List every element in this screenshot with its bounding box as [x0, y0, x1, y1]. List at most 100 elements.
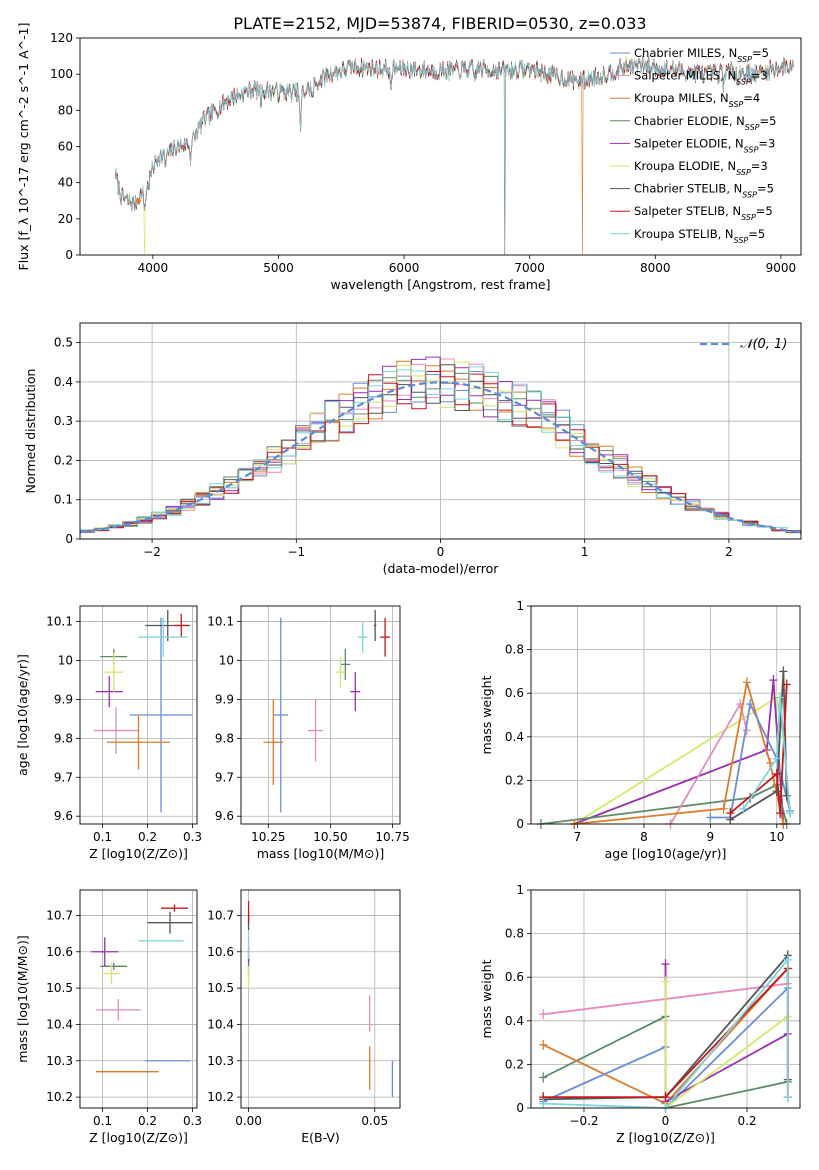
y-tick-label: 10.5 — [46, 981, 73, 995]
mass-vs-Z-panel: 0.1 0.2 0.3 10.2 10.3 10.4 10.5 10.6 10.7 Z [log1… — [15, 889, 202, 1145]
y-tick-label: 10.7 — [46, 908, 73, 922]
y-tick-label: 10.4 — [46, 1017, 73, 1031]
y-axis-label: Normed distribution — [23, 369, 38, 494]
y-tick-label: 9.6 — [54, 809, 73, 823]
x-tick-label: −1 — [287, 545, 305, 559]
y-tick-label: 9.7 — [54, 770, 73, 784]
mass-vs-EBV-panel: 0.00 0.05 10.2 10.3 10.4 10.5 10.6 10.7 E(B-V) — [207, 889, 401, 1145]
legend-count: =3 — [751, 69, 768, 83]
x-axis-label: age [log10(age/yr)] — [605, 846, 727, 861]
y-tick-label: 10.5 — [207, 981, 234, 995]
legend-subscript: SSP — [742, 190, 757, 199]
y-axis-label: mass weight — [479, 959, 494, 1038]
y-tick-label: 10.7 — [207, 908, 234, 922]
axes-frame — [530, 605, 801, 825]
y-tick-label: 100 — [50, 67, 73, 81]
mass-weight-vs-Z-panel: −0.2 0 0.2 0 0.2 0.4 0.6 0.8 1 Z [log10(Z/Z⊙)] mas… — [479, 883, 801, 1145]
x-tick-label: 9 — [707, 830, 715, 844]
legend-label-6: Chabrier STELIB, NSSP=5 — [634, 182, 774, 200]
y-tick-label: 9.6 — [215, 809, 234, 823]
y-tick-label: 9.9 — [54, 692, 73, 706]
y-axis-label: Flux [f_λ 10^-17 erg cm^-2 s^-1 A^-1] — [16, 23, 31, 271]
legend-subscript: SSP — [745, 122, 760, 131]
legend-label-7: Salpeter STELIB, NSSP=5 — [634, 204, 773, 222]
y-tick-label: 10.1 — [207, 615, 234, 629]
y-tick-label: 9.7 — [215, 770, 234, 784]
x-tick-label: 1 — [581, 545, 589, 559]
age-vs-Z-panel: 0.1 0.2 0.3 9.6 9.7 9.8 9.9 10 10.1 Z [log10(Z/Z⊙… — [15, 605, 202, 861]
y-tick-label: 0.6 — [505, 970, 524, 984]
x-tick-label: 7000 — [514, 261, 545, 275]
y-tick-label: 10.3 — [207, 1054, 234, 1068]
x-tick-label: 0.05 — [361, 1114, 388, 1128]
axes-frame — [530, 889, 801, 1109]
legend-count: =5 — [760, 114, 777, 128]
y-tick-label: 1 — [516, 883, 524, 897]
x-tick-label: 10.50 — [313, 830, 347, 844]
x-tick-label: 0.2 — [138, 830, 157, 844]
mass-weight-vs-age-line-2 — [540, 783, 788, 824]
axes-frame — [240, 605, 401, 825]
axes-frame — [79, 605, 198, 825]
x-axis-label: Z [log10(Z/Z⊙)] — [616, 1130, 715, 1145]
y-tick-label: 10.6 — [46, 945, 73, 959]
x-tick-label: 0.3 — [183, 1114, 202, 1128]
x-tick-label: 0.1 — [93, 1114, 112, 1128]
y-tick-label: 0 — [65, 532, 73, 546]
residual-histogram-7 — [80, 371, 801, 535]
x-axis-label: Z [log10(Z/Z⊙)] — [89, 846, 188, 861]
x-axis-label: wavelength [Angstrom, rest frame] — [330, 277, 550, 292]
y-axis-label: mass [log10(M/M⊙)] — [15, 935, 30, 1063]
x-tick-label: 8 — [640, 830, 648, 844]
y-tick-label: 10.6 — [207, 945, 234, 959]
y-tick-label: 10.2 — [46, 1090, 73, 1104]
legend-subscript: SSP — [736, 77, 751, 86]
y-tick-label: 10.3 — [46, 1054, 73, 1068]
y-tick-label: 0.8 — [505, 927, 524, 941]
y-tick-label: 0.4 — [505, 730, 524, 744]
legend-count: =4 — [743, 91, 760, 105]
legend-count: =5 — [757, 182, 774, 196]
x-tick-label: 9000 — [766, 261, 797, 275]
x-axis-label: (data-model)/error — [383, 561, 500, 576]
legend-subscript: SSP — [741, 213, 756, 222]
x-tick-label: 0.2 — [138, 1114, 157, 1128]
x-tick-label: 0.3 — [183, 830, 202, 844]
legend-count: =5 — [752, 46, 769, 60]
x-axis-label: mass [log10(M/M⊙)] — [257, 846, 385, 861]
x-tick-label: −0.2 — [569, 1114, 598, 1128]
legend-subscript: SSP — [734, 235, 749, 244]
y-tick-label: 60 — [58, 140, 73, 154]
x-tick-label: 10.75 — [375, 830, 409, 844]
mass-weight-vs-Z-line-5 — [664, 981, 789, 1108]
y-tick-label: 0 — [516, 817, 524, 831]
y-tick-label: 0.4 — [505, 1014, 524, 1028]
y-tick-label: 9.8 — [54, 731, 73, 745]
y-tick-label: 10.1 — [46, 615, 73, 629]
spectrum-line-8 — [114, 57, 794, 212]
legend-count: =5 — [756, 204, 773, 218]
y-axis-label: mass weight — [479, 675, 494, 754]
axes-frame — [240, 889, 401, 1109]
x-tick-label: 0 — [662, 1114, 670, 1128]
x-tick-label: 0.1 — [93, 830, 112, 844]
y-tick-label: 20 — [58, 212, 73, 226]
legend-label-4: Salpeter ELODIE, NSSP=3 — [634, 136, 775, 154]
y-tick-label: 40 — [58, 176, 73, 190]
y-tick-label: 0.1 — [54, 493, 73, 507]
legend-label-3: Chabrier ELODIE, NSSP=5 — [634, 114, 776, 132]
y-tick-label: 80 — [58, 103, 73, 117]
y-tick-label: 1 — [516, 599, 524, 613]
legend-label-1: Salpeter MILES, NSSP=3 — [634, 69, 768, 87]
y-tick-label: 0.2 — [54, 453, 73, 467]
legend-count: =3 — [758, 136, 775, 150]
axes-frame — [79, 889, 198, 1109]
x-tick-label: 4000 — [138, 261, 169, 275]
x-tick-label: 0 — [437, 545, 445, 559]
normal-reference-curve — [80, 381, 801, 534]
x-tick-label: 0.2 — [737, 1114, 756, 1128]
legend-subscript: SSP — [744, 145, 759, 154]
y-tick-label: 120 — [50, 31, 73, 45]
